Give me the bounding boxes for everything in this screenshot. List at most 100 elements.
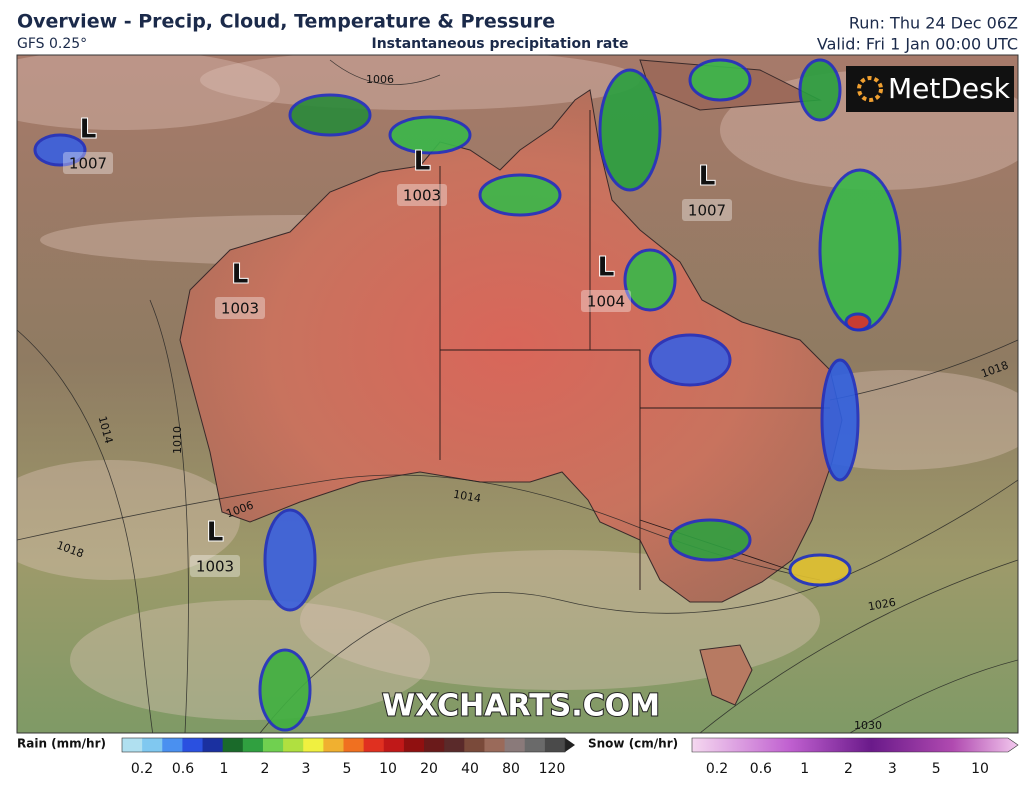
- logo-icon: [857, 76, 883, 102]
- isobar-label: 1026: [867, 596, 897, 614]
- precipitation: [258, 648, 312, 732]
- low-pressure: 1003: [196, 558, 234, 576]
- low-symbol: L: [232, 260, 249, 290]
- rain-color-step: [242, 738, 264, 752]
- precipitation: [668, 518, 752, 562]
- rain-color-step: [283, 738, 304, 752]
- logo-box: [846, 66, 1014, 112]
- snow-tick-label: 0.6: [750, 761, 772, 777]
- rain-legend-title: Rain (mm/hr): [17, 737, 106, 751]
- precipitation: [33, 133, 87, 167]
- snow-tick-label: 2: [844, 761, 853, 777]
- low-pressure: 1007: [69, 155, 107, 173]
- rain-tick-label: 40: [461, 761, 479, 777]
- rain-colorbar-tip: [565, 738, 575, 752]
- rain-color-step: [383, 738, 405, 752]
- precipitation: [788, 553, 852, 587]
- rain-color-step: [424, 738, 445, 752]
- run-time: Run: Thu 24 Dec 06Z: [849, 14, 1018, 33]
- precipitation: [798, 58, 842, 122]
- isobar: [699, 559, 1018, 733]
- rain-color-step: [142, 738, 163, 752]
- isobar: [329, 59, 441, 85]
- tasmania: [699, 644, 753, 706]
- rain-tick-label: 5: [343, 761, 352, 777]
- rain-color-step: [484, 738, 506, 752]
- map: L 1007 L 1003 L 1007 L 1004 L 1003 L 1003 1006 1014 10…: [17, 55, 1018, 733]
- rain-tick-label: 2: [261, 761, 270, 777]
- cloud: [70, 600, 430, 720]
- rain-tick-label: 10: [379, 761, 397, 777]
- precipitation: [598, 68, 662, 192]
- isobar: [259, 479, 1018, 733]
- precipitation: [623, 248, 677, 312]
- snow-tick-label: 5: [932, 761, 941, 777]
- isobar: [849, 659, 1018, 733]
- snow-legend-title: Snow (cm/hr): [588, 737, 678, 751]
- low-label-box: [581, 290, 631, 312]
- low-symbol: L: [598, 253, 615, 283]
- rain-color-step: [464, 738, 485, 752]
- model: GFS 0.25°: [17, 36, 87, 52]
- low-label-box: [682, 199, 732, 221]
- logo: MetDesk: [888, 72, 1011, 105]
- rain-tick-label: 1: [220, 761, 229, 777]
- low-symbol: L: [699, 162, 716, 192]
- rain-color-step: [403, 738, 425, 752]
- precipitation: [820, 358, 860, 482]
- rain-tick-label: 0.6: [172, 761, 194, 777]
- low-symbol: L: [414, 147, 431, 177]
- state-border: [440, 349, 641, 590]
- snow-tick-label: 10: [971, 761, 989, 777]
- precipitation: [648, 333, 732, 387]
- valid-time: Valid: Fri 1 Jan 00:00 UTC: [817, 35, 1018, 54]
- rain-color-step: [222, 738, 244, 752]
- isobar-label: 1010: [171, 426, 184, 454]
- precipitation: [388, 115, 472, 155]
- low-label-box: [190, 555, 240, 577]
- precipitation: [478, 173, 562, 217]
- low-pressure: 1004: [587, 293, 625, 311]
- rain-color-step: [544, 738, 566, 752]
- isobar-label: 1030: [854, 719, 882, 732]
- map-frame: [16, 54, 1019, 734]
- snow-tick-label: 1: [800, 761, 809, 777]
- snow-tick-label: 3: [888, 761, 897, 777]
- rain-tick-label: 0.2: [131, 761, 153, 777]
- snow-tick-label: 0.2: [706, 761, 728, 777]
- precipitation: [288, 93, 372, 137]
- precipitation: [818, 168, 902, 332]
- rain-colorbar-outline: [121, 737, 566, 753]
- rain-color-step: [323, 738, 344, 752]
- precipitation: [263, 508, 317, 612]
- rain-color-step: [202, 738, 224, 752]
- rain-color-step: [303, 738, 324, 752]
- snow-colorbar: [691, 737, 1019, 753]
- rain-tick-label: 20: [420, 761, 438, 777]
- rain-tick-label: 3: [302, 761, 311, 777]
- low-symbol: L: [207, 518, 224, 548]
- rain-color-step: [504, 738, 526, 752]
- rain-tick-label: 120: [539, 761, 566, 777]
- rain-color-step: [343, 738, 365, 752]
- rain-color-step: [182, 738, 204, 752]
- isobar-label: 1014: [452, 488, 482, 506]
- legend: Rain (mm/hr) Snow (cm/hr) 0.2 0.6 1 2 3 5 10 20…: [17, 737, 1019, 777]
- title: Overview - Precip, Cloud, Temperature & …: [17, 11, 555, 33]
- cloud: [17, 460, 240, 580]
- low-symbol: L: [80, 115, 97, 145]
- rain-color-step: [524, 738, 546, 752]
- low-label-box: [63, 152, 113, 174]
- low-label-box: [215, 297, 265, 319]
- isobar: [149, 299, 189, 733]
- low-pressure: 1003: [221, 300, 259, 318]
- subtitle: Instantaneous precipitation rate: [372, 36, 629, 52]
- rain-color-step: [122, 738, 143, 752]
- precipitation: [688, 58, 752, 102]
- rain-color-step: [363, 738, 385, 752]
- rain-color-step: [444, 738, 465, 752]
- watermark: WXCHARTS.COM: [382, 689, 660, 724]
- isobar: [17, 329, 160, 733]
